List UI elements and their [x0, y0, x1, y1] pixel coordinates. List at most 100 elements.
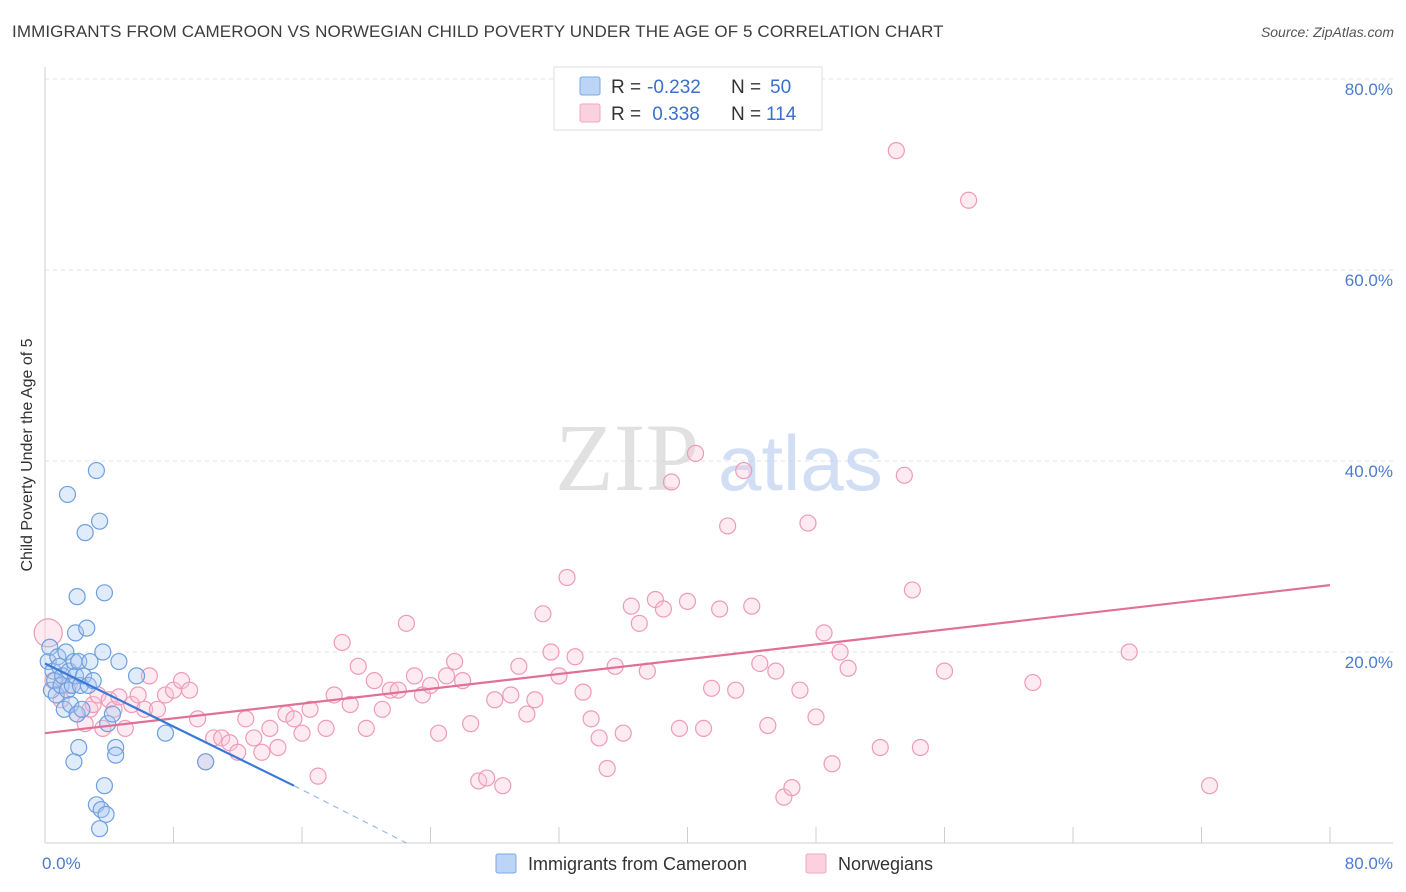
point-cameroon	[39, 652, 57, 671]
point-norwegians	[285, 710, 303, 728]
point-cameroon	[127, 667, 146, 685]
point-norwegians	[702, 679, 721, 697]
stats-n-label-2: N =	[731, 104, 761, 125]
point-norwegians	[357, 719, 375, 738]
point-cameroon	[58, 681, 77, 699]
point-norwegians	[33, 618, 63, 648]
point-norwegians	[462, 715, 480, 733]
point-norwegians	[301, 700, 319, 718]
point-cameroon	[107, 746, 125, 764]
point-norwegians	[437, 667, 456, 685]
stats-swatch-blue	[579, 76, 601, 96]
point-cameroon	[95, 584, 114, 602]
point-norwegians	[911, 738, 930, 757]
point-cameroon	[103, 705, 122, 723]
y-tick-label: 60.0%	[1345, 271, 1393, 290]
point-norwegians	[959, 191, 978, 209]
point-norwegians	[421, 676, 440, 695]
point-cameroon	[156, 724, 175, 742]
point-norwegians	[148, 700, 167, 718]
point-cameroon	[65, 753, 83, 771]
point-norwegians	[759, 716, 777, 735]
point-norwegians	[293, 724, 311, 742]
point-norwegians	[654, 600, 673, 618]
y-tick-label: 20.0%	[1345, 653, 1393, 672]
series-norwegians-points	[33, 142, 1219, 806]
point-norwegians	[341, 695, 359, 714]
point-norwegians	[494, 777, 512, 795]
point-cameroon	[68, 705, 86, 723]
point-cameroon	[92, 800, 110, 819]
point-norwegians	[518, 705, 536, 723]
point-norwegians	[1024, 673, 1042, 692]
point-norwegians	[895, 466, 913, 484]
point-cameroon	[78, 619, 96, 637]
stats-n-value-1: 50	[770, 77, 791, 98]
point-norwegians	[735, 461, 753, 480]
point-norwegians	[839, 659, 857, 677]
point-cameroon	[62, 695, 80, 714]
point-norwegians	[156, 686, 175, 704]
point-norwegians	[510, 657, 528, 675]
point-cameroon	[91, 512, 109, 530]
point-norwegians	[550, 667, 568, 685]
point-norwegians	[887, 142, 905, 160]
legend-swatch-cameroon	[495, 853, 517, 874]
point-norwegians	[333, 633, 351, 652]
point-norwegians	[574, 683, 592, 701]
watermark-zip: ZIP	[555, 404, 699, 511]
point-norwegians	[269, 738, 287, 757]
legend: Immigrants from Cameroon Norwegians	[495, 853, 933, 874]
point-norwegians	[558, 568, 576, 587]
point-norwegians	[389, 681, 407, 699]
point-norwegians	[630, 614, 648, 632]
point-norwegians	[783, 779, 801, 797]
chart-title: IMMIGRANTS FROM CAMEROON VS NORWEGIAN CH…	[12, 22, 944, 41]
stats-n-label-1: N =	[731, 77, 761, 98]
point-norwegians	[309, 767, 327, 785]
legend-label-norwegians: Norwegians	[838, 854, 933, 874]
point-norwegians	[799, 514, 817, 532]
point-norwegians	[245, 729, 263, 747]
point-norwegians	[598, 759, 616, 778]
point-cameroon	[73, 700, 91, 718]
point-cameroon	[76, 524, 94, 542]
point-norwegians	[317, 719, 335, 738]
point-norwegians	[743, 597, 761, 615]
point-norwegians	[1200, 777, 1219, 795]
point-norwegians	[373, 700, 391, 718]
legend-label-cameroon: Immigrants from Cameroon	[528, 854, 747, 874]
point-norwegians	[807, 708, 825, 726]
trend-line-cameroon	[44, 662, 295, 787]
point-norwegians	[582, 710, 600, 728]
point-norwegians	[486, 691, 504, 709]
watermark: ZIP atlas	[555, 404, 883, 511]
point-norwegians	[429, 724, 448, 742]
point-cameroon	[70, 738, 88, 757]
point-norwegians	[397, 614, 416, 632]
x-tick-label: 80.0%	[1345, 854, 1393, 873]
point-norwegians	[129, 686, 147, 704]
y-tick-label: 40.0%	[1345, 462, 1393, 481]
point-norwegians	[349, 657, 367, 675]
point-norwegians	[140, 667, 159, 685]
trend-line-cameroon-extension	[293, 785, 407, 844]
point-norwegians	[502, 686, 520, 704]
point-norwegians	[84, 695, 102, 714]
point-norwegians	[261, 719, 279, 738]
point-norwegians	[253, 743, 271, 761]
point-norwegians	[614, 724, 632, 742]
legend-swatch-norwegians	[805, 853, 827, 874]
point-norwegians	[662, 473, 681, 491]
point-cameroon	[66, 624, 85, 642]
point-norwegians	[670, 719, 689, 738]
point-norwegians	[823, 755, 841, 773]
point-norwegians	[405, 667, 424, 685]
point-norwegians	[935, 662, 954, 680]
x-tick-label: 0.0%	[42, 854, 81, 873]
point-norwegians	[711, 600, 729, 618]
point-norwegians	[478, 769, 496, 787]
point-norwegians	[180, 681, 199, 699]
tick-labels: 20.0% 40.0% 60.0% 80.0% 0.0% 80.0%	[42, 80, 1393, 873]
point-cameroon	[197, 753, 215, 771]
